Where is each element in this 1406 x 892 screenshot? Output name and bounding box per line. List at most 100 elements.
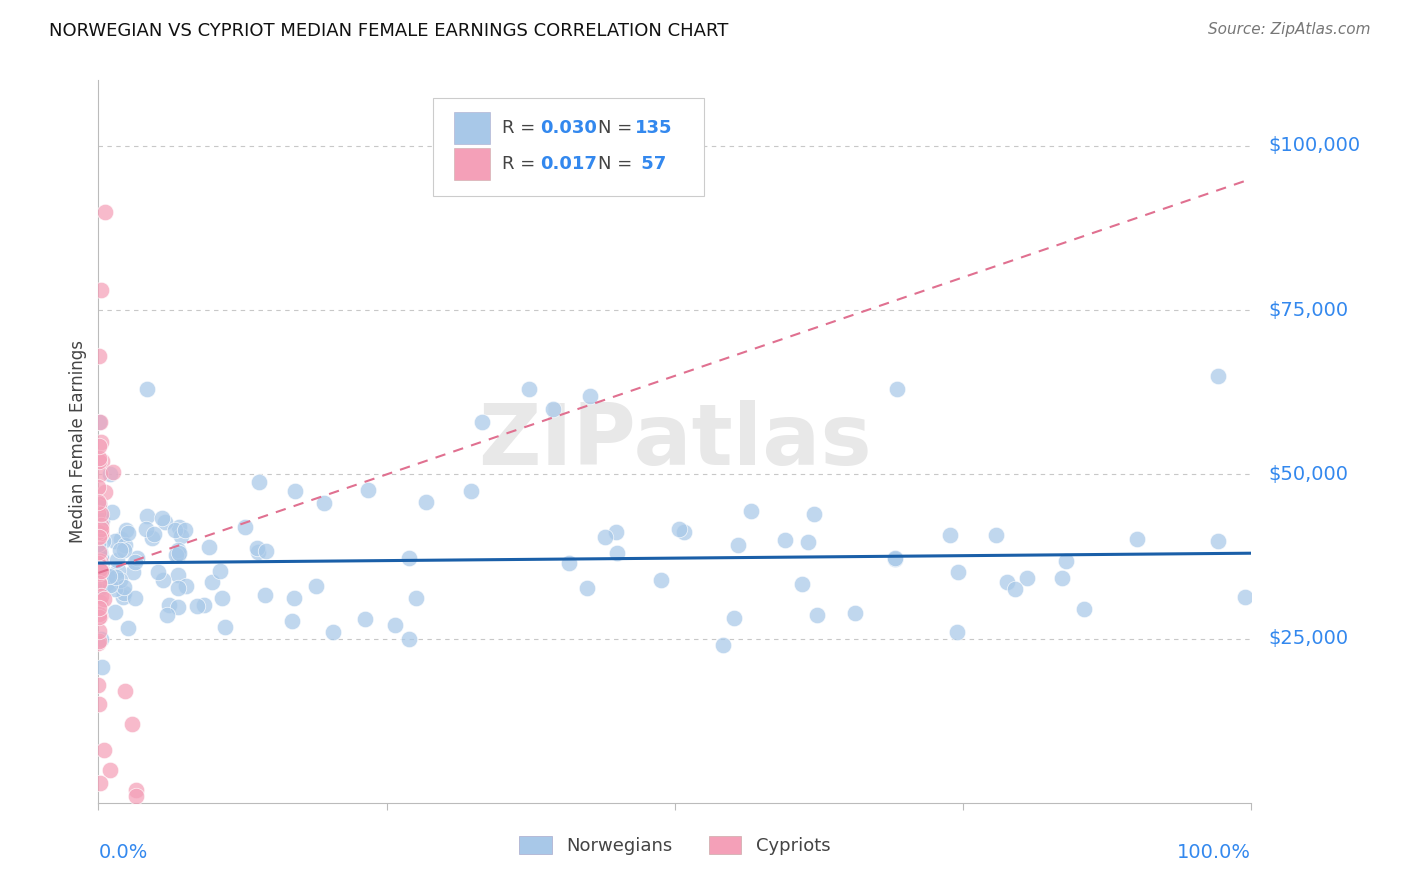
Point <box>167 546 190 560</box>
Point <box>283 591 305 605</box>
Point <box>211 591 233 605</box>
Point <box>135 382 157 396</box>
Point <box>98 578 121 592</box>
Point <box>87 574 110 589</box>
Point <box>1126 532 1149 546</box>
FancyBboxPatch shape <box>454 148 491 180</box>
Point <box>198 540 221 554</box>
Point <box>153 515 176 529</box>
FancyBboxPatch shape <box>454 112 491 144</box>
Point <box>90 434 112 449</box>
Point <box>305 579 328 593</box>
Point <box>165 523 187 537</box>
Point <box>247 475 270 489</box>
Point <box>1015 571 1038 585</box>
Point <box>157 599 180 613</box>
Point <box>797 535 820 549</box>
Point <box>90 523 112 537</box>
Point <box>101 505 124 519</box>
Point <box>90 526 112 541</box>
Point <box>141 531 163 545</box>
Point <box>1050 571 1073 585</box>
Point <box>90 553 112 567</box>
Point <box>89 551 111 566</box>
Point <box>165 548 187 562</box>
Point <box>884 551 907 566</box>
Point <box>312 496 335 510</box>
Point <box>89 454 111 468</box>
Point <box>150 511 173 525</box>
Point <box>103 533 125 548</box>
Point <box>87 677 110 691</box>
Point <box>89 415 111 429</box>
Text: 0.030: 0.030 <box>540 119 598 137</box>
Text: $25,000: $25,000 <box>1268 629 1348 648</box>
Point <box>470 415 492 429</box>
Point <box>114 538 136 552</box>
Point <box>90 565 112 579</box>
Point <box>1206 368 1229 383</box>
Point <box>110 532 132 546</box>
Point <box>89 624 111 638</box>
Point <box>89 524 111 539</box>
Point <box>193 598 215 612</box>
Point <box>87 530 110 544</box>
Point <box>173 523 195 537</box>
Point <box>87 349 110 363</box>
Point <box>1004 582 1026 596</box>
Point <box>87 529 110 543</box>
Point <box>90 589 112 603</box>
Point <box>89 776 111 790</box>
Text: R =: R = <box>502 155 541 173</box>
Point <box>152 574 174 588</box>
Point <box>945 625 967 640</box>
Point <box>94 484 117 499</box>
Point <box>884 551 907 566</box>
Point <box>354 612 377 626</box>
Point <box>114 684 136 698</box>
Point <box>148 565 170 579</box>
Point <box>576 582 599 596</box>
Point <box>124 555 146 569</box>
Point <box>398 550 420 565</box>
Legend: Norwegians, Cypriots: Norwegians, Cypriots <box>512 829 838 863</box>
Point <box>87 534 110 549</box>
Point <box>87 562 110 576</box>
Point <box>108 542 131 557</box>
Text: NORWEGIAN VS CYPRIOT MEDIAN FEMALE EARNINGS CORRELATION CHART: NORWEGIAN VS CYPRIOT MEDIAN FEMALE EARNI… <box>49 22 728 40</box>
Point <box>806 608 828 623</box>
Point <box>246 544 269 558</box>
Y-axis label: Median Female Earnings: Median Female Earnings <box>69 340 87 543</box>
Point <box>723 611 745 625</box>
Point <box>125 789 148 804</box>
Point <box>90 507 112 521</box>
Point <box>711 638 734 652</box>
Point <box>740 504 762 518</box>
Point <box>253 588 276 602</box>
Point <box>727 538 749 552</box>
Point <box>89 610 111 624</box>
Text: Source: ZipAtlas.com: Source: ZipAtlas.com <box>1208 22 1371 37</box>
Point <box>90 454 112 468</box>
Point <box>87 545 110 559</box>
Point <box>90 549 112 564</box>
Point <box>167 567 190 582</box>
FancyBboxPatch shape <box>433 98 704 196</box>
Point <box>112 580 135 594</box>
Point <box>93 743 115 757</box>
Point <box>89 545 111 559</box>
Point <box>91 533 114 548</box>
Point <box>105 553 128 567</box>
Text: ZIPatlas: ZIPatlas <box>478 400 872 483</box>
Point <box>105 570 128 584</box>
Point <box>405 591 427 605</box>
Point <box>89 497 111 511</box>
Point <box>606 546 628 560</box>
Text: 0.017: 0.017 <box>540 155 598 173</box>
Point <box>122 565 145 579</box>
Point <box>995 574 1018 589</box>
Point <box>254 544 277 558</box>
Point <box>87 537 110 551</box>
Point <box>186 599 208 614</box>
Text: 0.0%: 0.0% <box>98 843 148 862</box>
